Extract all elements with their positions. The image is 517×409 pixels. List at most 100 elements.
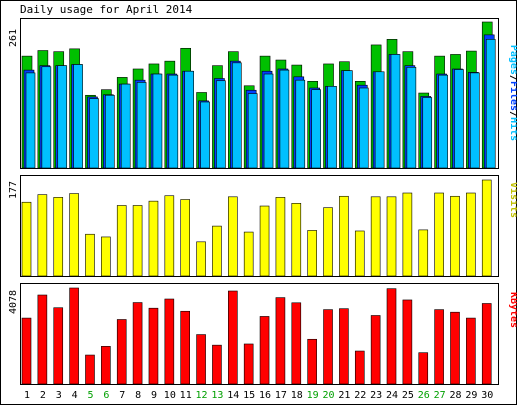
hits-legend-part: / — [508, 75, 517, 81]
pages-bar — [232, 62, 242, 169]
kbytes-bar — [116, 319, 127, 385]
pages-bar — [120, 83, 131, 169]
pages-bar — [311, 89, 321, 169]
hits-legend-part: / — [508, 111, 517, 117]
x-tick-label: 25 — [402, 390, 414, 401]
x-tick-label: 14 — [227, 390, 239, 401]
kbytes-bar — [53, 307, 64, 385]
visits-bar — [53, 197, 64, 277]
visits-bar — [37, 194, 48, 277]
visits-bar — [481, 179, 492, 277]
kbytes-bar — [243, 343, 254, 385]
x-tick-label: 8 — [135, 390, 141, 401]
pages-bar — [406, 67, 417, 169]
pages-bar — [327, 86, 337, 169]
hits-legend-part: Files — [508, 81, 517, 111]
visits-bar — [370, 196, 381, 277]
hits-legend-part: Hits — [508, 117, 517, 141]
visits-bar — [196, 241, 206, 277]
pages-bar — [454, 69, 464, 169]
kbytes-bar — [370, 315, 381, 385]
kbytes-bar — [291, 302, 302, 385]
kbytes-bar — [434, 309, 444, 385]
kbytes-bar — [402, 299, 413, 385]
visits-bar — [21, 201, 32, 277]
kbytes-bar — [85, 354, 95, 385]
pages-bar — [216, 80, 226, 169]
x-tick-label: 10 — [164, 390, 176, 401]
kbytes-bar — [259, 316, 270, 385]
visits-bar — [148, 200, 159, 277]
pages-bar — [168, 74, 179, 169]
pages-bar — [105, 94, 115, 169]
pages-bar — [263, 73, 274, 169]
kbytes-bar — [275, 297, 286, 385]
pages-bar — [295, 79, 306, 169]
visits-bar — [243, 231, 254, 277]
visits-bar — [180, 199, 190, 277]
x-tick-label: 9 — [151, 390, 157, 401]
x-tick-label: 2 — [40, 390, 46, 401]
pages-bar — [358, 87, 369, 169]
visits-bar — [85, 233, 95, 277]
kbytes-bar — [386, 288, 397, 385]
kbytes-bar — [69, 287, 79, 385]
x-tick-label: 22 — [354, 390, 366, 401]
visits-bar — [275, 197, 286, 277]
x-tick-label: 17 — [275, 390, 287, 401]
x-tick-label: 27 — [434, 390, 446, 401]
x-tick-label: 18 — [291, 390, 303, 401]
visits-bar — [307, 230, 317, 277]
hits-legend-part: Pages — [508, 45, 517, 75]
kbytes-bar — [323, 309, 333, 385]
x-tick-label: 7 — [119, 390, 125, 401]
kbytes-legend: KBytes — [508, 292, 517, 328]
visits-bar — [402, 192, 413, 277]
x-tick-label: 21 — [338, 390, 350, 401]
x-tick-label: 5 — [87, 390, 93, 401]
kbytes-bar — [196, 334, 206, 385]
pages-bar — [200, 101, 210, 169]
pages-bar — [152, 73, 163, 169]
kbytes-bar — [180, 310, 190, 385]
x-tick-label: 4 — [72, 390, 78, 401]
visits-bar — [291, 203, 302, 277]
visits-bar — [418, 229, 429, 277]
pages-bar — [41, 66, 52, 169]
pages-bar — [279, 69, 290, 169]
kbytes-bar — [450, 311, 460, 385]
x-tick-label: 23 — [370, 390, 382, 401]
chart-title: Daily usage for April 2014 — [20, 3, 193, 16]
pages-bar — [374, 71, 385, 169]
x-tick-label: 30 — [481, 390, 493, 401]
kbytes-bar — [37, 294, 48, 385]
x-tick-label: 3 — [56, 390, 62, 401]
kbytes-bar — [466, 317, 476, 385]
kbytes-bar — [307, 338, 317, 385]
pages-bar — [25, 72, 36, 169]
visits-bar — [434, 192, 444, 277]
x-tick-label: 11 — [180, 390, 192, 401]
hits-legend: Pages/Files/Hits — [508, 45, 517, 141]
visits-bar — [228, 196, 238, 277]
x-tick-label: 24 — [386, 390, 398, 401]
pages-bar — [73, 64, 83, 169]
visits-bar — [132, 205, 143, 277]
pages-bar — [343, 70, 353, 169]
pages-bar — [57, 65, 68, 169]
kbytes-bar — [148, 307, 159, 385]
pages-bar — [184, 70, 194, 169]
kbytes-max-label: 4078 — [8, 290, 19, 314]
x-tick-label: 1 — [24, 390, 30, 401]
visits-bar — [386, 196, 397, 277]
pages-bar — [470, 72, 480, 169]
visits-bar — [323, 207, 333, 277]
kbytes-bar — [164, 298, 175, 385]
x-tick-label: 29 — [465, 390, 477, 401]
x-tick-label: 6 — [103, 390, 109, 401]
visits-bar — [259, 205, 270, 277]
x-tick-label: 15 — [243, 390, 255, 401]
pages-bar — [89, 98, 99, 169]
kbytes-bar — [228, 290, 238, 385]
